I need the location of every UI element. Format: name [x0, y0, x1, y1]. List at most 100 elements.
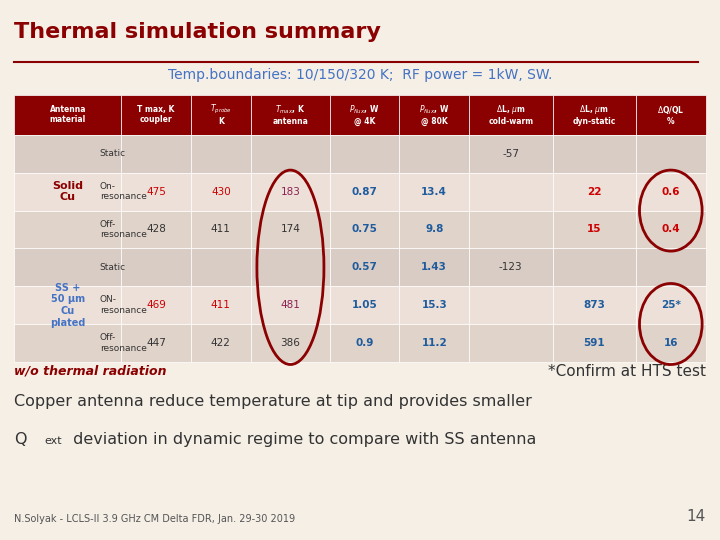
FancyBboxPatch shape	[552, 286, 636, 324]
FancyBboxPatch shape	[14, 286, 121, 324]
FancyBboxPatch shape	[121, 173, 191, 211]
Text: ON-
resonance: ON- resonance	[100, 295, 147, 315]
Text: 25*: 25*	[661, 300, 680, 310]
Text: 0.9: 0.9	[356, 338, 374, 348]
FancyBboxPatch shape	[636, 248, 706, 286]
FancyBboxPatch shape	[251, 211, 330, 248]
FancyBboxPatch shape	[251, 173, 330, 211]
FancyBboxPatch shape	[14, 135, 121, 173]
FancyBboxPatch shape	[191, 173, 251, 211]
FancyBboxPatch shape	[14, 324, 121, 362]
Text: Static: Static	[100, 263, 126, 272]
FancyBboxPatch shape	[400, 248, 469, 286]
Text: 174: 174	[281, 225, 300, 234]
FancyBboxPatch shape	[121, 248, 191, 286]
Text: 430: 430	[211, 187, 230, 197]
FancyBboxPatch shape	[191, 135, 251, 173]
FancyBboxPatch shape	[400, 135, 469, 173]
FancyBboxPatch shape	[400, 211, 469, 248]
Text: 386: 386	[281, 338, 300, 348]
Text: 481: 481	[281, 300, 300, 310]
Text: $T_{probe}$
K: $T_{probe}$ K	[210, 103, 232, 126]
FancyBboxPatch shape	[330, 173, 400, 211]
FancyBboxPatch shape	[121, 94, 191, 135]
Text: 411: 411	[211, 225, 231, 234]
FancyBboxPatch shape	[636, 211, 706, 248]
FancyBboxPatch shape	[552, 135, 636, 173]
Text: deviation in dynamic regime to compare with SS antenna: deviation in dynamic regime to compare w…	[68, 432, 537, 447]
Text: 9.8: 9.8	[425, 225, 444, 234]
FancyBboxPatch shape	[251, 94, 330, 135]
Text: SS +
50 μm
Cu
plated: SS + 50 μm Cu plated	[50, 283, 86, 327]
FancyBboxPatch shape	[636, 135, 706, 173]
FancyBboxPatch shape	[121, 211, 191, 248]
Text: 0.6: 0.6	[662, 187, 680, 197]
FancyBboxPatch shape	[191, 94, 251, 135]
FancyBboxPatch shape	[552, 211, 636, 248]
Text: Off-
resonance: Off- resonance	[100, 333, 147, 353]
FancyBboxPatch shape	[469, 135, 552, 173]
FancyBboxPatch shape	[330, 324, 400, 362]
Text: 428: 428	[146, 225, 166, 234]
FancyBboxPatch shape	[121, 135, 191, 173]
Text: 183: 183	[281, 187, 300, 197]
Text: 475: 475	[146, 187, 166, 197]
Text: 14: 14	[686, 509, 706, 524]
FancyBboxPatch shape	[469, 94, 552, 135]
FancyBboxPatch shape	[191, 286, 251, 324]
Text: 13.4: 13.4	[421, 187, 447, 197]
Text: Q: Q	[14, 432, 27, 447]
FancyBboxPatch shape	[552, 324, 636, 362]
Text: 447: 447	[146, 338, 166, 348]
FancyBboxPatch shape	[14, 173, 121, 211]
Text: 1.43: 1.43	[421, 262, 447, 272]
FancyBboxPatch shape	[251, 286, 330, 324]
Text: 22: 22	[587, 187, 601, 197]
FancyBboxPatch shape	[14, 94, 121, 135]
FancyBboxPatch shape	[330, 248, 400, 286]
Text: 16: 16	[664, 338, 678, 348]
Text: 0.87: 0.87	[351, 187, 377, 197]
Text: Copper antenna reduce temperature at tip and provides smaller: Copper antenna reduce temperature at tip…	[14, 394, 532, 409]
FancyBboxPatch shape	[469, 324, 552, 362]
Text: Off-
resonance: Off- resonance	[100, 220, 147, 239]
FancyBboxPatch shape	[469, 286, 552, 324]
Text: Solid
Cu: Solid Cu	[53, 181, 84, 202]
FancyBboxPatch shape	[400, 173, 469, 211]
Text: 422: 422	[211, 338, 231, 348]
Text: 469: 469	[146, 300, 166, 310]
Text: 591: 591	[583, 338, 605, 348]
FancyBboxPatch shape	[552, 173, 636, 211]
Text: Thermal simulation summary: Thermal simulation summary	[14, 22, 382, 42]
FancyBboxPatch shape	[330, 286, 400, 324]
FancyBboxPatch shape	[636, 94, 706, 135]
FancyBboxPatch shape	[552, 94, 636, 135]
Text: Temp.boundaries: 10/150/320 K;  RF power = 1kW, SW.: Temp.boundaries: 10/150/320 K; RF power …	[168, 68, 552, 82]
FancyBboxPatch shape	[636, 324, 706, 362]
FancyBboxPatch shape	[14, 248, 121, 286]
Text: 0.4: 0.4	[662, 225, 680, 234]
Text: $P_{flux}$, W
@ 80K: $P_{flux}$, W @ 80K	[419, 103, 449, 126]
Text: 873: 873	[583, 300, 606, 310]
FancyBboxPatch shape	[400, 286, 469, 324]
Text: $T_{max}$, K
antenna: $T_{max}$, K antenna	[272, 103, 308, 126]
FancyBboxPatch shape	[191, 248, 251, 286]
FancyBboxPatch shape	[251, 135, 330, 173]
FancyBboxPatch shape	[636, 286, 706, 324]
Text: w/o thermal radiation: w/o thermal radiation	[14, 364, 167, 377]
Text: $\Delta$Q/QL
%: $\Delta$Q/QL %	[657, 104, 685, 126]
Text: $\Delta$L, $\mu$m
cold-warm: $\Delta$L, $\mu$m cold-warm	[488, 103, 534, 126]
Text: -57: -57	[503, 149, 519, 159]
FancyBboxPatch shape	[636, 173, 706, 211]
Text: $\Delta$L, $\mu$m
dyn-static: $\Delta$L, $\mu$m dyn-static	[572, 103, 616, 126]
FancyBboxPatch shape	[400, 324, 469, 362]
FancyBboxPatch shape	[251, 248, 330, 286]
Text: 411: 411	[211, 300, 231, 310]
Text: 15.3: 15.3	[421, 300, 447, 310]
Text: 0.57: 0.57	[351, 262, 377, 272]
FancyBboxPatch shape	[469, 211, 552, 248]
Text: $P_{flux}$, W
@ 4K: $P_{flux}$, W @ 4K	[349, 103, 380, 126]
FancyBboxPatch shape	[469, 248, 552, 286]
Text: T max, K
coupler: T max, K coupler	[138, 105, 174, 124]
FancyBboxPatch shape	[552, 248, 636, 286]
